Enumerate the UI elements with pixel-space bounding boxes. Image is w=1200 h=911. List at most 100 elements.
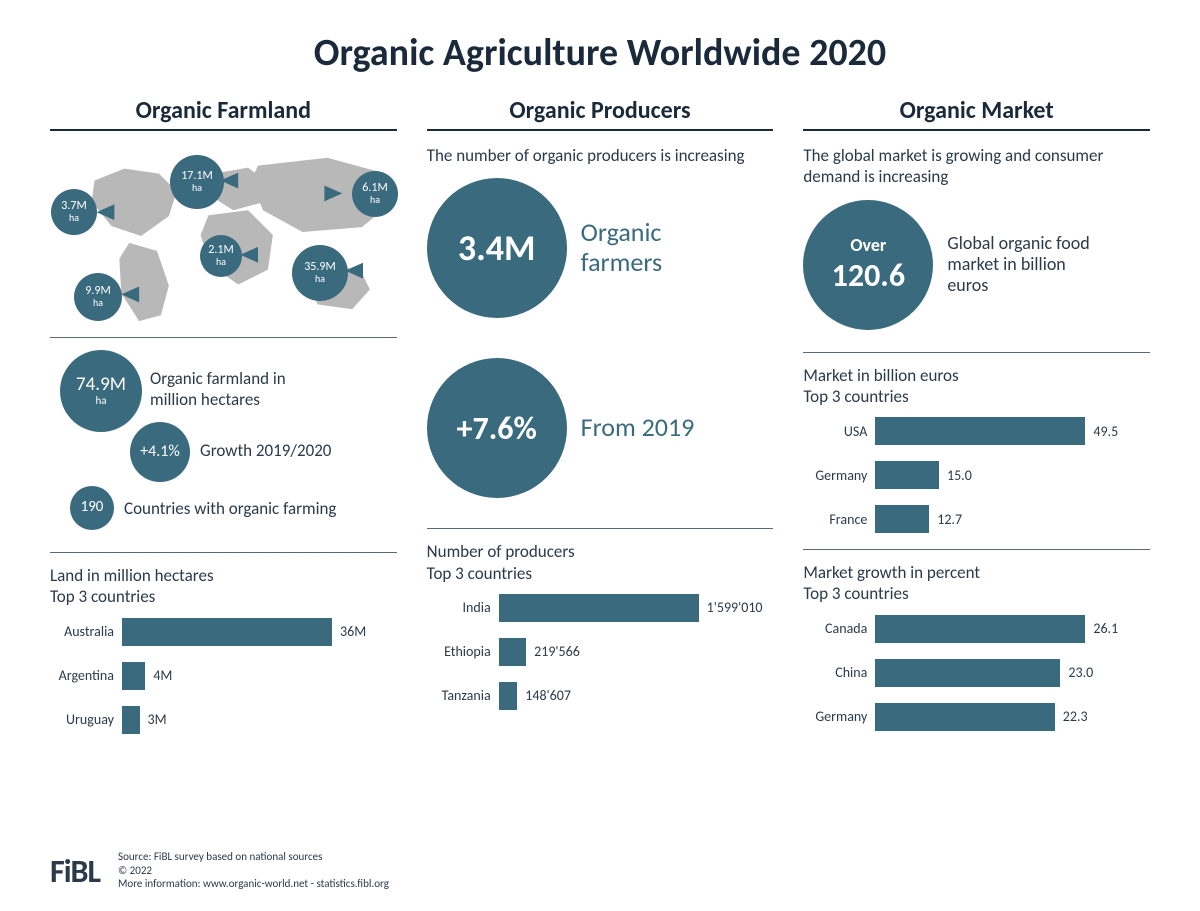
bar-category: Uruguay xyxy=(50,711,122,728)
map-bubble: 17.1Mha xyxy=(170,155,224,209)
stat-circle: 74.9Mha xyxy=(60,350,142,432)
bar xyxy=(122,618,332,646)
bar xyxy=(875,505,929,533)
bar-track: 26.1 xyxy=(875,615,1150,643)
bar-category: Australia xyxy=(50,623,122,640)
bar xyxy=(875,659,1060,687)
big-label: Global organic food market in billion eu… xyxy=(947,233,1089,295)
map-bubble: 2.1Mha xyxy=(200,235,242,277)
bar-category: India xyxy=(427,599,499,616)
chart-title-l2: Top 3 countries xyxy=(427,563,532,584)
bar-value: 4M xyxy=(153,667,172,684)
bar-track: 36M xyxy=(122,618,397,646)
bar-chart-market2: Canada26.1China23.0Germany22.3 xyxy=(803,615,1150,731)
bar-category: Ethiopia xyxy=(427,643,499,660)
footer-logo: FiBL xyxy=(50,852,100,891)
market-big: Over 120.6 Global organic food market in… xyxy=(803,200,1150,330)
bar-track: 3M xyxy=(122,706,397,734)
bar-value: 148'607 xyxy=(525,687,571,704)
divider xyxy=(427,528,774,529)
bar-category: China xyxy=(803,664,875,681)
chart-title-l2: Top 3 countries xyxy=(803,386,908,407)
chart-title: Number of producers Top 3 countries xyxy=(427,541,774,584)
bar-value: 1'599'010 xyxy=(707,599,763,616)
producers-big2: +7.6% From 2019 xyxy=(427,358,774,498)
bar-value: 26.1 xyxy=(1093,620,1118,637)
stat-label: Organic farmland in million hectares xyxy=(150,368,320,410)
columns: Organic Farmland xyxy=(50,96,1150,750)
bar-category: France xyxy=(803,511,875,528)
chart-title-l1: Market in billion euros xyxy=(803,365,958,386)
col-farmland: Organic Farmland xyxy=(50,96,397,750)
big-label: From 2019 xyxy=(581,413,695,443)
col-title-farmland: Organic Farmland xyxy=(50,96,397,131)
bar-value: 23.0 xyxy=(1068,664,1093,681)
bar-track: 4M xyxy=(122,662,397,690)
bar-row: China 23.0 xyxy=(803,659,1150,687)
chart-title-l1: Land in million hectares xyxy=(50,565,214,586)
bar-chart-farmland: Australia 36M Argentina 4M Uruguay 3M xyxy=(50,618,397,734)
bar xyxy=(499,638,526,666)
col-producers: Organic Producers The number of organic … xyxy=(427,96,774,750)
bar-row: Uruguay 3M xyxy=(50,706,397,734)
map-bubble: 35.9Mha xyxy=(292,245,348,301)
bar xyxy=(875,615,1085,643)
stat-circle: +4.1% xyxy=(130,422,190,482)
bar-row: Argentina 4M xyxy=(50,662,397,690)
big-circle: 3.4M xyxy=(427,178,567,318)
bar-row: USA49.5 xyxy=(803,417,1150,445)
big-label-l2: farmers xyxy=(581,246,662,278)
bar-track: 12.7 xyxy=(875,505,1150,533)
divider xyxy=(803,549,1150,550)
bar xyxy=(122,662,145,690)
chart-title-l1: Market growth in percent xyxy=(803,562,980,583)
bar-category: USA xyxy=(803,423,875,440)
col-market: Organic Market The global market is grow… xyxy=(803,96,1150,750)
big-label-l2: market in billion xyxy=(947,253,1065,275)
big-circle: +7.6% xyxy=(427,358,567,498)
bar xyxy=(499,682,518,710)
big-label-l3: euros xyxy=(947,274,988,296)
bar-category: Canada xyxy=(803,620,875,637)
map-bubble: 6.1Mha xyxy=(352,171,398,217)
chart-title: Market growth in percent Top 3 countries xyxy=(803,562,1150,605)
col-title-market: Organic Market xyxy=(803,96,1150,131)
bar-track: 15.0 xyxy=(875,461,1150,489)
bar-value: 36M xyxy=(340,623,366,640)
big-value: 120.6 xyxy=(832,256,905,295)
producers-subtext: The number of organic producers is incre… xyxy=(427,145,774,166)
divider xyxy=(803,352,1150,353)
divider xyxy=(50,552,397,553)
big-value: +7.6% xyxy=(457,409,537,448)
footer: FiBL Source: FiBL survey based on nation… xyxy=(50,850,389,891)
bar-track: 1'599'010 xyxy=(499,594,774,622)
col-title-producers: Organic Producers xyxy=(427,96,774,131)
chart-title: Market in billion euros Top 3 countries xyxy=(803,365,1150,408)
big-label-l1: Organic xyxy=(581,216,662,248)
producers-big1: 3.4M Organic farmers xyxy=(427,178,774,318)
bar-category: Argentina xyxy=(50,667,122,684)
bar-row: France12.7 xyxy=(803,505,1150,533)
bar xyxy=(875,703,1054,731)
page-title: Organic Agriculture Worldwide 2020 xyxy=(50,30,1150,76)
stat-circle: 190 xyxy=(70,486,114,530)
big-circle: Over 120.6 xyxy=(803,200,933,330)
bar-category: Tanzania xyxy=(427,687,499,704)
chart-title-l2: Top 3 countries xyxy=(50,586,155,607)
bar-track: 49.5 xyxy=(875,417,1150,445)
big-label: Organic farmers xyxy=(581,218,662,278)
bar-category: Germany xyxy=(803,467,875,484)
bar-row: Germany 15.0 xyxy=(803,461,1150,489)
farmland-stats: 74.9MhaOrganic farmland in million hecta… xyxy=(50,350,397,540)
bar xyxy=(875,461,939,489)
bar-value: 22.3 xyxy=(1063,708,1088,725)
bar-track: 148'607 xyxy=(499,682,774,710)
bar-value: 15.0 xyxy=(947,467,972,484)
chart-title: Land in million hectares Top 3 countries xyxy=(50,565,397,608)
bar-value: 219'566 xyxy=(534,643,580,660)
chart-title-l1: Number of producers xyxy=(427,541,575,562)
footer-l3: More information: www.organic-world.net … xyxy=(118,877,389,891)
footer-text: Source: FiBL survey based on national so… xyxy=(118,850,389,891)
bar-value: 3M xyxy=(148,711,167,728)
bar-row: Ethiopia 219'566 xyxy=(427,638,774,666)
